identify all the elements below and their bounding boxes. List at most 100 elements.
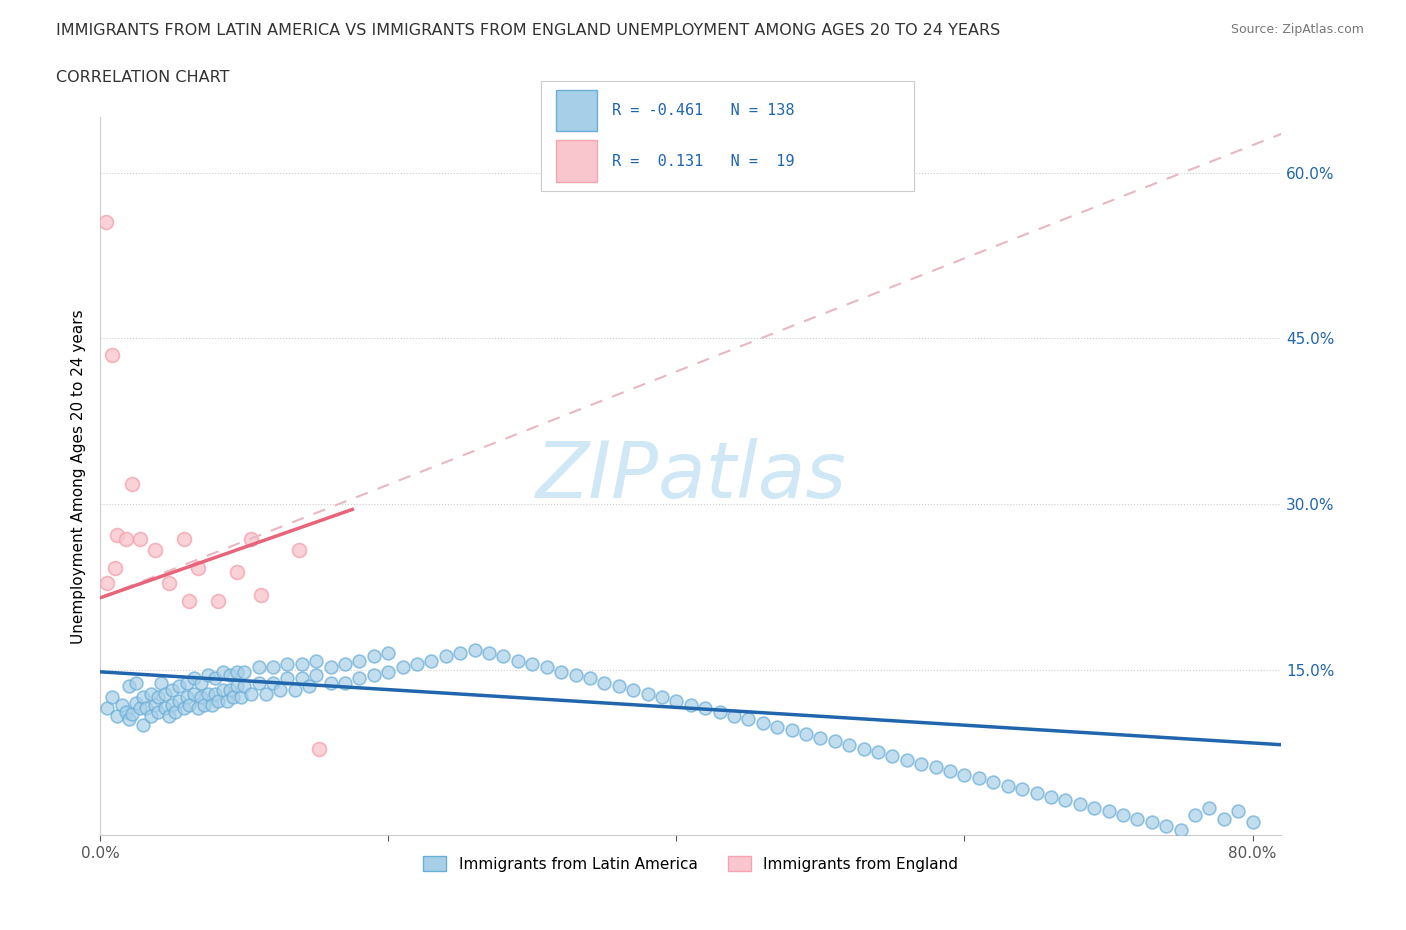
Point [139, 686, 162, 701]
Point [981, 775, 1004, 790]
Point [665, 693, 688, 708]
Point [207, 693, 229, 708]
Text: IMMIGRANTS FROM LATIN AMERICA VS IMMIGRANTS FROM ENGLAND UNEMPLOYMENT AMONG AGES: IMMIGRANTS FROM LATIN AMERICA VS IMMIGRA… [56, 23, 1001, 38]
Point [153, 701, 176, 716]
Point [103, 561, 125, 576]
Point [176, 675, 198, 690]
Point [160, 682, 183, 697]
Point [810, 731, 832, 746]
Point [100, 690, 122, 705]
Legend: Immigrants from Latin America, Immigrants from England: Immigrants from Latin America, Immigrant… [418, 850, 965, 878]
Point [953, 767, 976, 782]
Point [163, 704, 186, 719]
Text: Source: ZipAtlas.com: Source: ZipAtlas.com [1230, 23, 1364, 36]
Point [305, 654, 328, 669]
Point [125, 696, 148, 711]
Point [478, 645, 501, 660]
Point [204, 671, 226, 686]
Point [607, 679, 630, 694]
Point [284, 682, 307, 697]
Point [621, 682, 644, 697]
Point [115, 704, 138, 719]
Point [1184, 808, 1206, 823]
Point [1140, 815, 1163, 830]
Point [766, 720, 789, 735]
Point [94, 215, 117, 230]
Y-axis label: Unemployment Among Ages 20 to 24 years: Unemployment Among Ages 20 to 24 years [72, 309, 86, 644]
Point [132, 690, 155, 705]
Point [492, 649, 515, 664]
Point [211, 664, 233, 679]
Point [1025, 786, 1047, 801]
Point [319, 660, 342, 675]
Point [967, 770, 990, 785]
Point [146, 704, 169, 719]
Point [939, 764, 962, 778]
Point [910, 756, 932, 771]
Point [1170, 822, 1192, 837]
Point [118, 679, 141, 694]
Point [377, 645, 399, 660]
Point [173, 532, 195, 547]
Point [169, 693, 191, 708]
Point [1212, 811, 1234, 826]
Point [651, 690, 673, 705]
Point [240, 532, 263, 547]
Point [276, 657, 298, 671]
Point [924, 760, 946, 775]
Point [197, 686, 219, 701]
Point [824, 734, 846, 749]
Bar [557, 89, 598, 131]
Point [226, 565, 249, 579]
Point [100, 348, 122, 363]
Point [363, 668, 385, 683]
Point [464, 643, 486, 658]
Point [143, 543, 166, 558]
Point [536, 660, 558, 675]
Point [201, 698, 224, 712]
Point [190, 675, 212, 690]
Point [349, 654, 371, 669]
Point [231, 690, 253, 705]
Point [115, 532, 138, 547]
Point [838, 737, 860, 752]
Point [391, 660, 413, 675]
Point [226, 679, 249, 694]
Point [121, 476, 143, 491]
Point [794, 726, 817, 741]
Point [522, 657, 544, 671]
Point [96, 701, 118, 716]
Point [1198, 800, 1220, 815]
Point [637, 686, 659, 701]
Point [262, 675, 284, 690]
Point [157, 576, 180, 591]
Text: ZIPatlas: ZIPatlas [536, 438, 846, 514]
Point [564, 668, 586, 683]
Point [780, 723, 803, 737]
Point [291, 657, 314, 671]
Point [882, 749, 904, 764]
Point [349, 671, 371, 686]
Point [1227, 804, 1250, 818]
Point [135, 701, 157, 716]
Point [179, 698, 201, 712]
Text: R =  0.131   N =  19: R = 0.131 N = 19 [612, 153, 794, 168]
Point [997, 778, 1019, 793]
Point [262, 660, 284, 675]
Point [579, 671, 602, 686]
Point [420, 654, 443, 669]
Point [333, 657, 356, 671]
Point [709, 704, 731, 719]
Point [111, 698, 134, 712]
Point [153, 686, 176, 701]
Point [319, 675, 342, 690]
Point [506, 654, 529, 669]
Point [233, 664, 256, 679]
Point [221, 690, 243, 705]
Point [125, 675, 148, 690]
Bar [557, 140, 598, 182]
Point [1154, 819, 1177, 834]
Point [176, 690, 198, 705]
Point [550, 664, 572, 679]
Point [1011, 781, 1033, 796]
